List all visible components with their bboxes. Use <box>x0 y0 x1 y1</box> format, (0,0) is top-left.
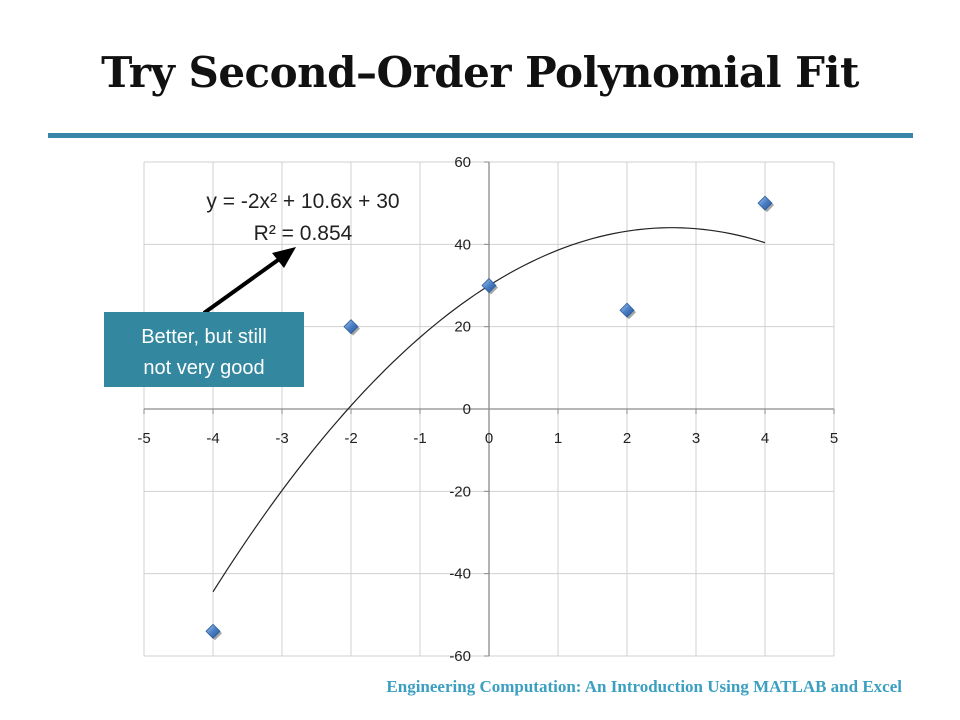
data-points <box>205 195 774 641</box>
x-tick-label: 4 <box>761 430 769 447</box>
trendline-r-squared: R² = 0.854 <box>254 222 353 245</box>
data-point <box>619 302 635 318</box>
y-tick-label: 0 <box>463 401 471 418</box>
x-tick-label: -3 <box>275 430 288 447</box>
callout-text-line1: Better, but still <box>141 326 267 348</box>
y-tick-label: -20 <box>449 483 471 500</box>
callout-arrowhead <box>272 247 296 268</box>
x-tick-label: 5 <box>830 430 838 447</box>
y-tick-label: 60 <box>454 154 471 171</box>
callout-arrow <box>202 253 287 315</box>
x-tick-label: 3 <box>692 430 700 447</box>
y-tick-label: -60 <box>449 648 471 665</box>
x-tick-label: -2 <box>344 430 357 447</box>
tick-labels: -5 -4 -3 -2 -1 0 1 2 3 4 5 -60 -40 -20 0 20 40 60 <box>137 154 838 665</box>
y-tick-label: 40 <box>454 236 471 253</box>
data-point <box>481 277 497 294</box>
title-rule <box>48 133 913 138</box>
data-point <box>205 623 221 639</box>
axes <box>143 161 835 657</box>
x-tick-label: 0 <box>485 430 493 447</box>
callout-box: Better, but still not very good <box>104 312 304 387</box>
data-point <box>343 319 359 335</box>
x-tick-label: 2 <box>623 430 631 447</box>
slide-title: Try Second–Order Polynomial Fit <box>101 48 859 97</box>
x-tick-label: -5 <box>137 430 150 447</box>
data-point <box>757 195 773 211</box>
footer-text: Engineering Computation: An Introduction… <box>386 677 902 696</box>
y-tick-label: 20 <box>454 319 471 336</box>
callout-text-line2: not very good <box>143 357 264 379</box>
y-tick-label: -40 <box>449 566 471 583</box>
trendline-equation: y = -2x² + 10.6x + 30 <box>206 190 399 213</box>
x-tick-label: 1 <box>554 430 562 447</box>
x-tick-label: -1 <box>413 430 426 447</box>
x-tick-label: -4 <box>206 430 219 447</box>
